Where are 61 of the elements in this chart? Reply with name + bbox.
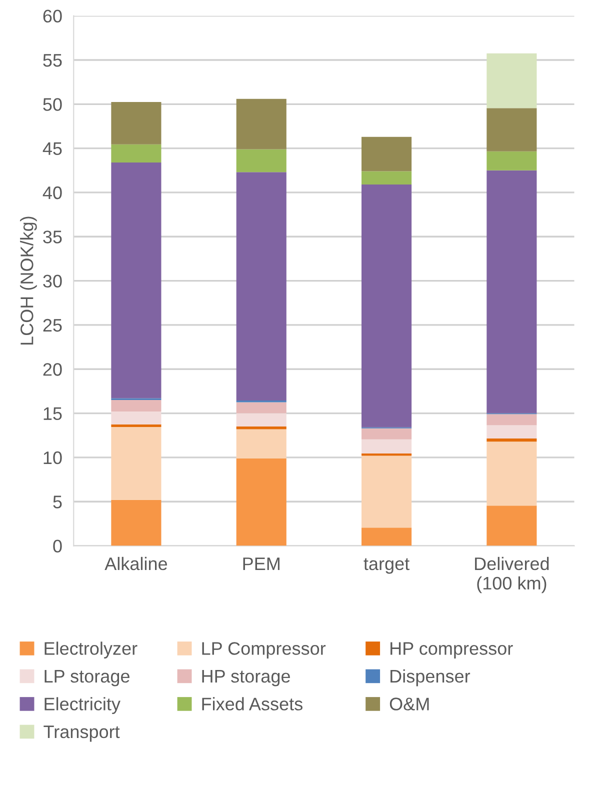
bar — [111, 144, 162, 162]
legend-label: HP storage — [202, 670, 290, 686]
bar — [362, 171, 412, 185]
y-tick-label: 50 — [43, 98, 62, 111]
legend-label: LP storage — [44, 670, 130, 686]
bar — [486, 442, 537, 506]
bar — [236, 98, 286, 150]
y-axis-title: LCOH (NOK/kg) — [20, 216, 37, 345]
bar — [236, 402, 286, 414]
legend-label: LP Compressor — [202, 642, 326, 658]
legend-label: Electrolyzer — [44, 642, 138, 658]
bar — [236, 413, 286, 427]
x-tick-label: Alkaline — [104, 556, 168, 570]
bar — [486, 438, 537, 442]
y-tick-label: 60 — [43, 10, 62, 23]
bar — [111, 102, 162, 144]
bar — [486, 53, 537, 108]
bar — [111, 412, 162, 424]
bar — [111, 424, 162, 427]
bar — [362, 184, 412, 428]
bar — [486, 151, 537, 170]
legend-label: O&M — [390, 698, 429, 710]
y-tick-label: 0 — [53, 540, 62, 553]
y-tick-label: 55 — [43, 54, 62, 67]
y-tick-label: 35 — [43, 230, 62, 244]
bar — [362, 456, 412, 528]
bar — [111, 426, 162, 500]
bar — [111, 162, 162, 398]
y-tick-label: 10 — [44, 451, 62, 464]
legend-label: Electricity — [44, 697, 120, 714]
bar — [486, 414, 537, 426]
y-tick-label: 5 — [53, 496, 62, 508]
y-tick-label: 15 — [44, 407, 62, 420]
bar — [486, 170, 537, 414]
bar — [236, 172, 286, 400]
bar — [362, 528, 412, 546]
bar — [486, 425, 537, 438]
x-tick-label: PEM — [243, 558, 280, 570]
bar — [236, 149, 286, 172]
bar — [362, 136, 412, 172]
legend-label: Dispenser — [390, 669, 470, 686]
bar — [236, 429, 286, 458]
bar — [362, 428, 412, 440]
bar — [362, 439, 412, 454]
bar — [236, 458, 286, 546]
y-tick-label: 30 — [43, 274, 62, 288]
bar — [362, 453, 412, 456]
legend-label: Fixed Assets — [202, 697, 302, 710]
legend-label: Transport — [44, 726, 120, 742]
y-tick-label: 25 — [43, 318, 62, 332]
y-tick-label: 40 — [42, 186, 62, 200]
x-tick-label: Delivered (100 km) — [475, 556, 549, 594]
y-tick-label: 20 — [43, 363, 62, 376]
bar — [111, 400, 162, 412]
legend-label: HP compressor — [390, 642, 513, 658]
y-tick-label: 45 — [42, 142, 62, 156]
bar — [111, 500, 162, 546]
bar — [236, 426, 286, 430]
x-tick-label: target — [364, 558, 410, 574]
bar — [486, 108, 537, 152]
bar — [486, 506, 537, 546]
